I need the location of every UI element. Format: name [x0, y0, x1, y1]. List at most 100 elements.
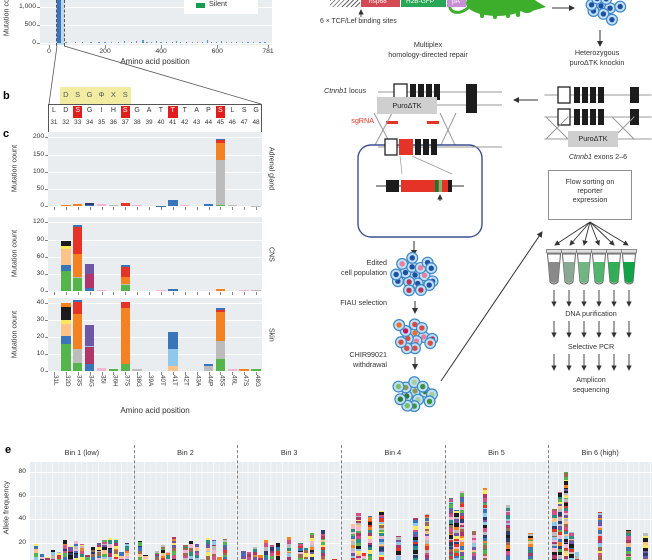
x-tick-mark — [160, 372, 162, 375]
allele-segment — [102, 546, 107, 550]
allele-segment — [575, 556, 580, 559]
allele-segment — [223, 555, 228, 557]
crossover-lines — [373, 112, 457, 148]
y-tick-label: 20 — [36, 333, 44, 341]
allele-bar — [171, 536, 177, 560]
allele-segment — [379, 514, 384, 517]
allele-segment — [424, 529, 429, 532]
x-tick-mark — [101, 292, 103, 295]
allele-segment — [558, 538, 563, 542]
cell-nucleus — [594, 0, 600, 2]
edited-label-line2: cell population — [341, 268, 387, 277]
allele-segment — [183, 550, 188, 554]
to-flow-sorting-arrow — [440, 231, 543, 382]
enhancer-hatched-box — [330, 0, 360, 7]
residue-position: 37 — [121, 119, 129, 126]
bin-separator — [237, 445, 239, 560]
allele-segment — [183, 553, 188, 557]
bar-segment-yellow — [61, 246, 71, 249]
cell-nucleus — [588, 2, 595, 8]
allele-segment — [597, 543, 603, 547]
stacked-bar-35I — [96, 204, 107, 206]
facet-y-axis-label: Mutation count — [9, 310, 19, 358]
allele-segment — [350, 539, 356, 542]
allele-segment — [558, 501, 563, 504]
allele-segment — [79, 546, 84, 549]
stacked-bar-48G — [251, 369, 261, 371]
background-bar — [131, 42, 133, 43]
cell-nucleus — [617, 3, 623, 10]
bar-segment-gray — [227, 205, 238, 206]
promoter-box: hsp68 — [361, 0, 400, 7]
allele-segment — [241, 550, 246, 553]
allele-segment — [482, 490, 488, 495]
x-tick-mark — [77, 372, 79, 375]
allele-segment — [563, 519, 569, 521]
allele-segment — [569, 547, 574, 550]
zoom-connector-right — [63, 45, 262, 105]
y-tick-mark — [45, 188, 48, 190]
allele-segment — [396, 535, 401, 538]
bar-segment-pink — [179, 205, 190, 206]
x-tick-label: 600 — [211, 48, 223, 55]
allele-segment — [454, 543, 459, 548]
allele-segment — [471, 537, 476, 541]
y-tick-mark — [45, 303, 48, 305]
background-bar — [191, 41, 194, 43]
stacked-bar-40T — [156, 290, 166, 291]
allele-segment — [211, 540, 216, 545]
y-tick-label: 60 — [18, 491, 26, 499]
x-tick-mark — [256, 372, 258, 375]
allele-bar — [350, 523, 356, 560]
gridline — [48, 371, 262, 372]
allele-segment — [424, 515, 429, 517]
allele-segment — [356, 530, 361, 533]
allele-segment — [264, 540, 269, 544]
allele-segment — [413, 540, 418, 543]
background-bar — [155, 41, 158, 43]
allele-segment — [528, 536, 533, 539]
allele-segment — [563, 497, 569, 500]
allele-segment — [569, 532, 574, 536]
bar-segment-orange — [120, 276, 131, 284]
allele-bar — [505, 505, 510, 560]
allele-segment — [211, 550, 216, 555]
allele-segment — [563, 472, 569, 477]
residue-position: 41 — [169, 119, 177, 126]
allele-segment — [119, 551, 124, 556]
chir-label-line1: CHIR99021 — [349, 350, 387, 359]
background-bar — [65, 41, 67, 43]
allele-segment — [269, 555, 275, 560]
x-tick-mark — [137, 292, 139, 295]
allele-segment — [79, 554, 84, 558]
residue-letter: I — [100, 107, 103, 114]
allele-segment — [356, 542, 361, 546]
allele-segment — [643, 552, 648, 556]
cell — [591, 0, 603, 5]
flow-sorting-line3: expression — [572, 195, 608, 204]
allele-bar — [143, 555, 148, 560]
allele-segment — [275, 543, 280, 548]
allele-segment — [171, 541, 177, 543]
y-tick-mark — [45, 256, 48, 258]
allele-segment — [597, 533, 603, 536]
allele-segment — [241, 552, 246, 556]
allele-segment — [367, 530, 373, 534]
background-bar — [150, 41, 153, 43]
allele-segment — [90, 550, 96, 552]
allele-segment — [563, 531, 569, 533]
allele-segment — [309, 553, 314, 557]
allele-segment — [552, 522, 557, 526]
background-bar — [241, 42, 244, 43]
multiplex-title-line1: Multiplex — [413, 40, 443, 49]
x-tick-mark — [149, 292, 151, 295]
allele-segment — [321, 556, 326, 560]
background-bar — [160, 41, 162, 43]
allele-segment — [356, 551, 361, 555]
allele-segment — [298, 543, 303, 547]
allele-segment — [482, 531, 488, 536]
tube-cap — [576, 249, 592, 254]
residue-position: 40 — [157, 119, 165, 126]
allele-segment — [528, 539, 533, 541]
bar-segment-peach — [61, 248, 71, 266]
